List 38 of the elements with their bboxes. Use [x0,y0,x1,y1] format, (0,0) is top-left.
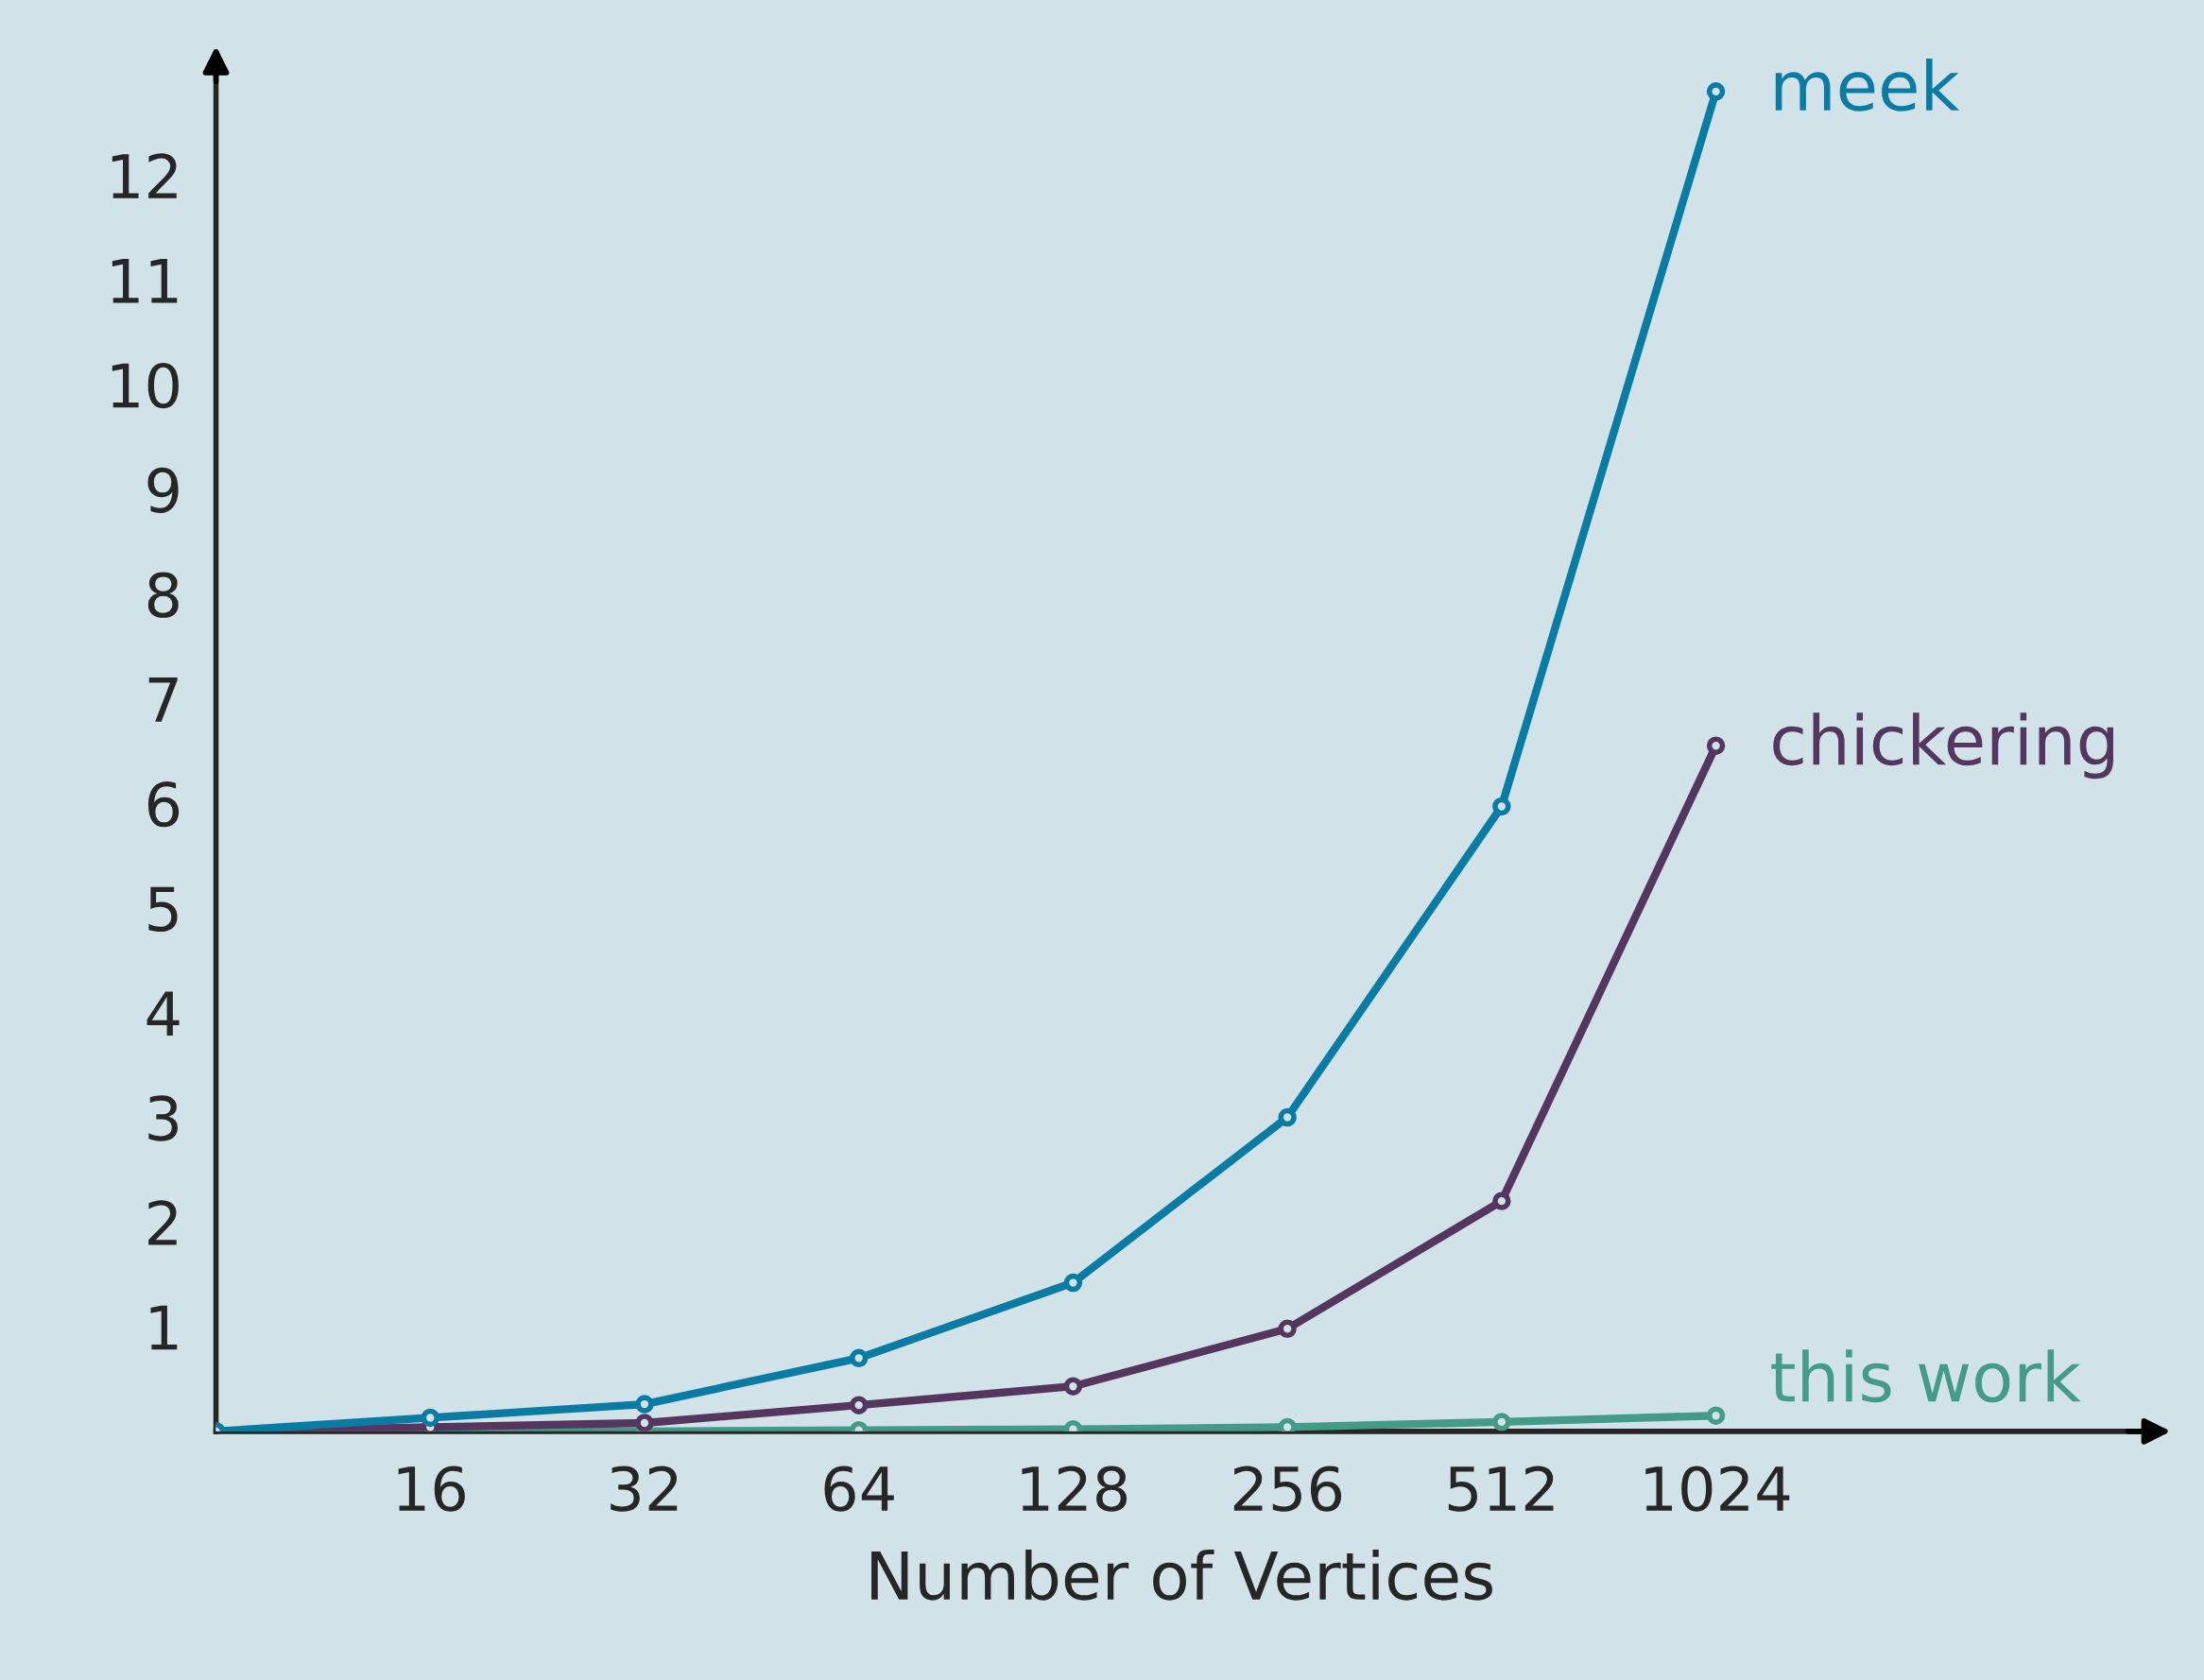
point [1492,797,1511,816]
y-tick-label: 9 [147,467,179,513]
y-tick-label: 12 [112,153,177,198]
y-tick-label: 10 [112,362,179,409]
x-tick-label: 16 [398,1466,465,1512]
x-tick-label: 128 [1022,1466,1128,1512]
point [421,1408,439,1428]
x-tick-label: 512 [1448,1466,1554,1512]
point [1492,1413,1511,1431]
y-tick-label: 6 [147,781,180,828]
y-tick-label: 2 [148,1200,177,1245]
point [1278,1107,1297,1127]
y-tick-label: 5 [148,886,178,933]
point [635,1414,654,1431]
point [1492,1191,1511,1210]
point [1706,82,1726,101]
series-label: meek [1775,58,1960,111]
series-label: chickering [1773,712,2113,780]
y-tick-label: 8 [147,572,179,618]
point [1063,1377,1083,1396]
point [635,1395,654,1414]
y-tick-label: 3 [148,1095,178,1141]
x-tick-label: 1024 [1645,1466,1790,1512]
point [1706,1406,1726,1425]
series-label: this work [1771,1349,2081,1403]
point [1278,1319,1297,1339]
point [849,1396,869,1414]
y-tick-label: 1 [150,1305,178,1350]
point [1063,1273,1083,1293]
x-tick-label: 64 [824,1466,894,1512]
point [1706,736,1726,755]
y-tick-label: 7 [148,677,178,722]
x-tick-label: 32 [611,1466,678,1512]
x-axis-title: Number of Vertices [871,1549,1492,1601]
point [849,1348,869,1368]
y-tick-label: 11 [112,258,178,303]
x-tick-label: 256 [1233,1466,1342,1512]
y-tick-label: 4 [146,991,180,1036]
